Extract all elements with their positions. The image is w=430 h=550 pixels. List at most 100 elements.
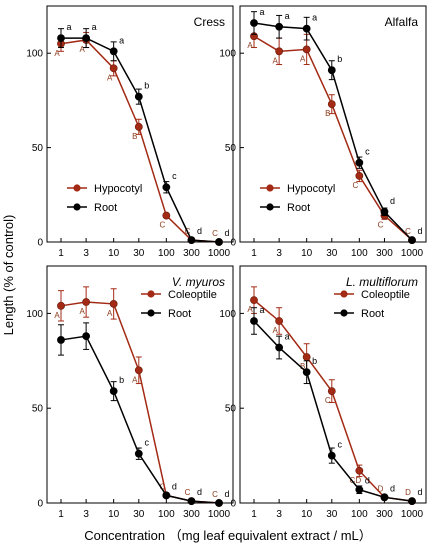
legend-label: Root [361,308,384,320]
y-tick-label: 100 [219,309,236,320]
significance-label: C [212,490,218,499]
y-tick-label: 100 [219,49,236,60]
significance-label: A [54,311,60,320]
significance-label: a [119,35,124,45]
series-line [60,335,220,504]
data-point [57,301,65,310]
significance-label: A [272,326,278,335]
significance-label: C [185,488,191,497]
data-point [380,493,389,502]
data-point [134,449,143,458]
data-point [355,158,364,167]
significance-label: a [66,22,71,32]
legend-label: Root [287,202,310,214]
data-point [215,499,223,507]
legend-item: Hypocotyl [260,183,335,195]
significance-label: A [107,309,113,318]
significance-label: B [325,109,330,118]
y-tick-label: 0 [230,238,236,249]
panel-2: 1 3 10 30 100 300 1000 0 50 100 Alfalfa A A A B C C Ca a a b… [219,5,427,259]
series-coleoptile: A A A A C C C [54,286,223,507]
data-point [215,238,223,246]
significance-label: d [417,226,422,236]
y-tick-label: 0 [37,499,43,510]
significance-label: A [132,375,138,384]
data-point [327,387,336,396]
data-point [134,366,143,375]
x-axis-label: Concentration （mg leaf equivalent extrac… [84,528,372,543]
panel-title: V. myuros [172,275,225,289]
significance-label: c [145,438,150,448]
data-point [250,19,258,27]
data-point [109,387,118,396]
series-line [61,37,220,243]
significance-label: CD [350,476,362,485]
y-tick-label: 100 [26,309,43,320]
significance-label: d [224,228,229,238]
data-point [327,100,336,109]
significance-label: a [259,7,264,17]
legend-label: Root [168,308,191,320]
data-point [355,485,364,494]
y-tick-label: 50 [32,404,44,415]
x-tick-label: 1000 [401,248,424,259]
legend-marker [73,203,81,211]
data-point [408,236,416,245]
x-tick-label: 100 [158,248,175,259]
legend-item: Hypocotyl [67,183,142,195]
significance-label: d [197,226,202,236]
legend-marker [147,290,155,298]
legend-marker [340,309,348,317]
y-tick-label: 0 [37,238,43,249]
x-tick-label: 10 [108,248,120,259]
x-tick-label: 1 [251,509,257,520]
data-point [302,368,311,377]
series-root: a a b c d d d [250,305,423,506]
data-point [275,317,284,325]
series-line [60,39,220,243]
data-point [250,296,258,305]
data-point [302,353,311,361]
significance-label: A [272,56,278,65]
data-point [134,122,143,131]
significance-label: C [159,482,165,491]
data-point [302,45,311,54]
series-root: b c d d d [57,322,230,507]
x-tick-label: 30 [133,509,145,520]
data-point [109,300,118,308]
y-tick-label: 50 [32,143,44,154]
data-point [82,332,91,341]
data-point [82,34,91,42]
data-point [355,466,364,475]
data-point [109,64,118,73]
legend-label: Root [94,202,117,214]
x-tick-label: 1 [58,248,64,259]
significance-label: A [79,45,85,54]
x-tick-label: 1000 [208,509,231,520]
data-point [162,211,171,220]
legend-item: Root [67,202,117,214]
data-point [275,343,284,352]
significance-label: C [378,221,384,230]
legend-marker [147,309,155,317]
x-tick-label: 3 [276,248,282,259]
x-tick-label: 30 [326,509,338,520]
x-tick-label: 1 [251,248,257,259]
legend-label: Coleoptile [168,289,217,301]
x-tick-label: 300 [376,509,393,520]
significance-label: d [390,196,395,206]
y-tick-label: 0 [230,499,236,510]
legend-label: Coleoptile [361,289,410,301]
significance-label: B [132,132,137,141]
significance-label: D [405,488,411,497]
significance-label: C [352,181,358,190]
x-tick-label: 10 [301,248,313,259]
significance-label: b [312,356,317,366]
y-tick-label: 100 [26,49,43,60]
y-tick-label: 50 [225,143,237,154]
significance-label: A [300,54,306,63]
